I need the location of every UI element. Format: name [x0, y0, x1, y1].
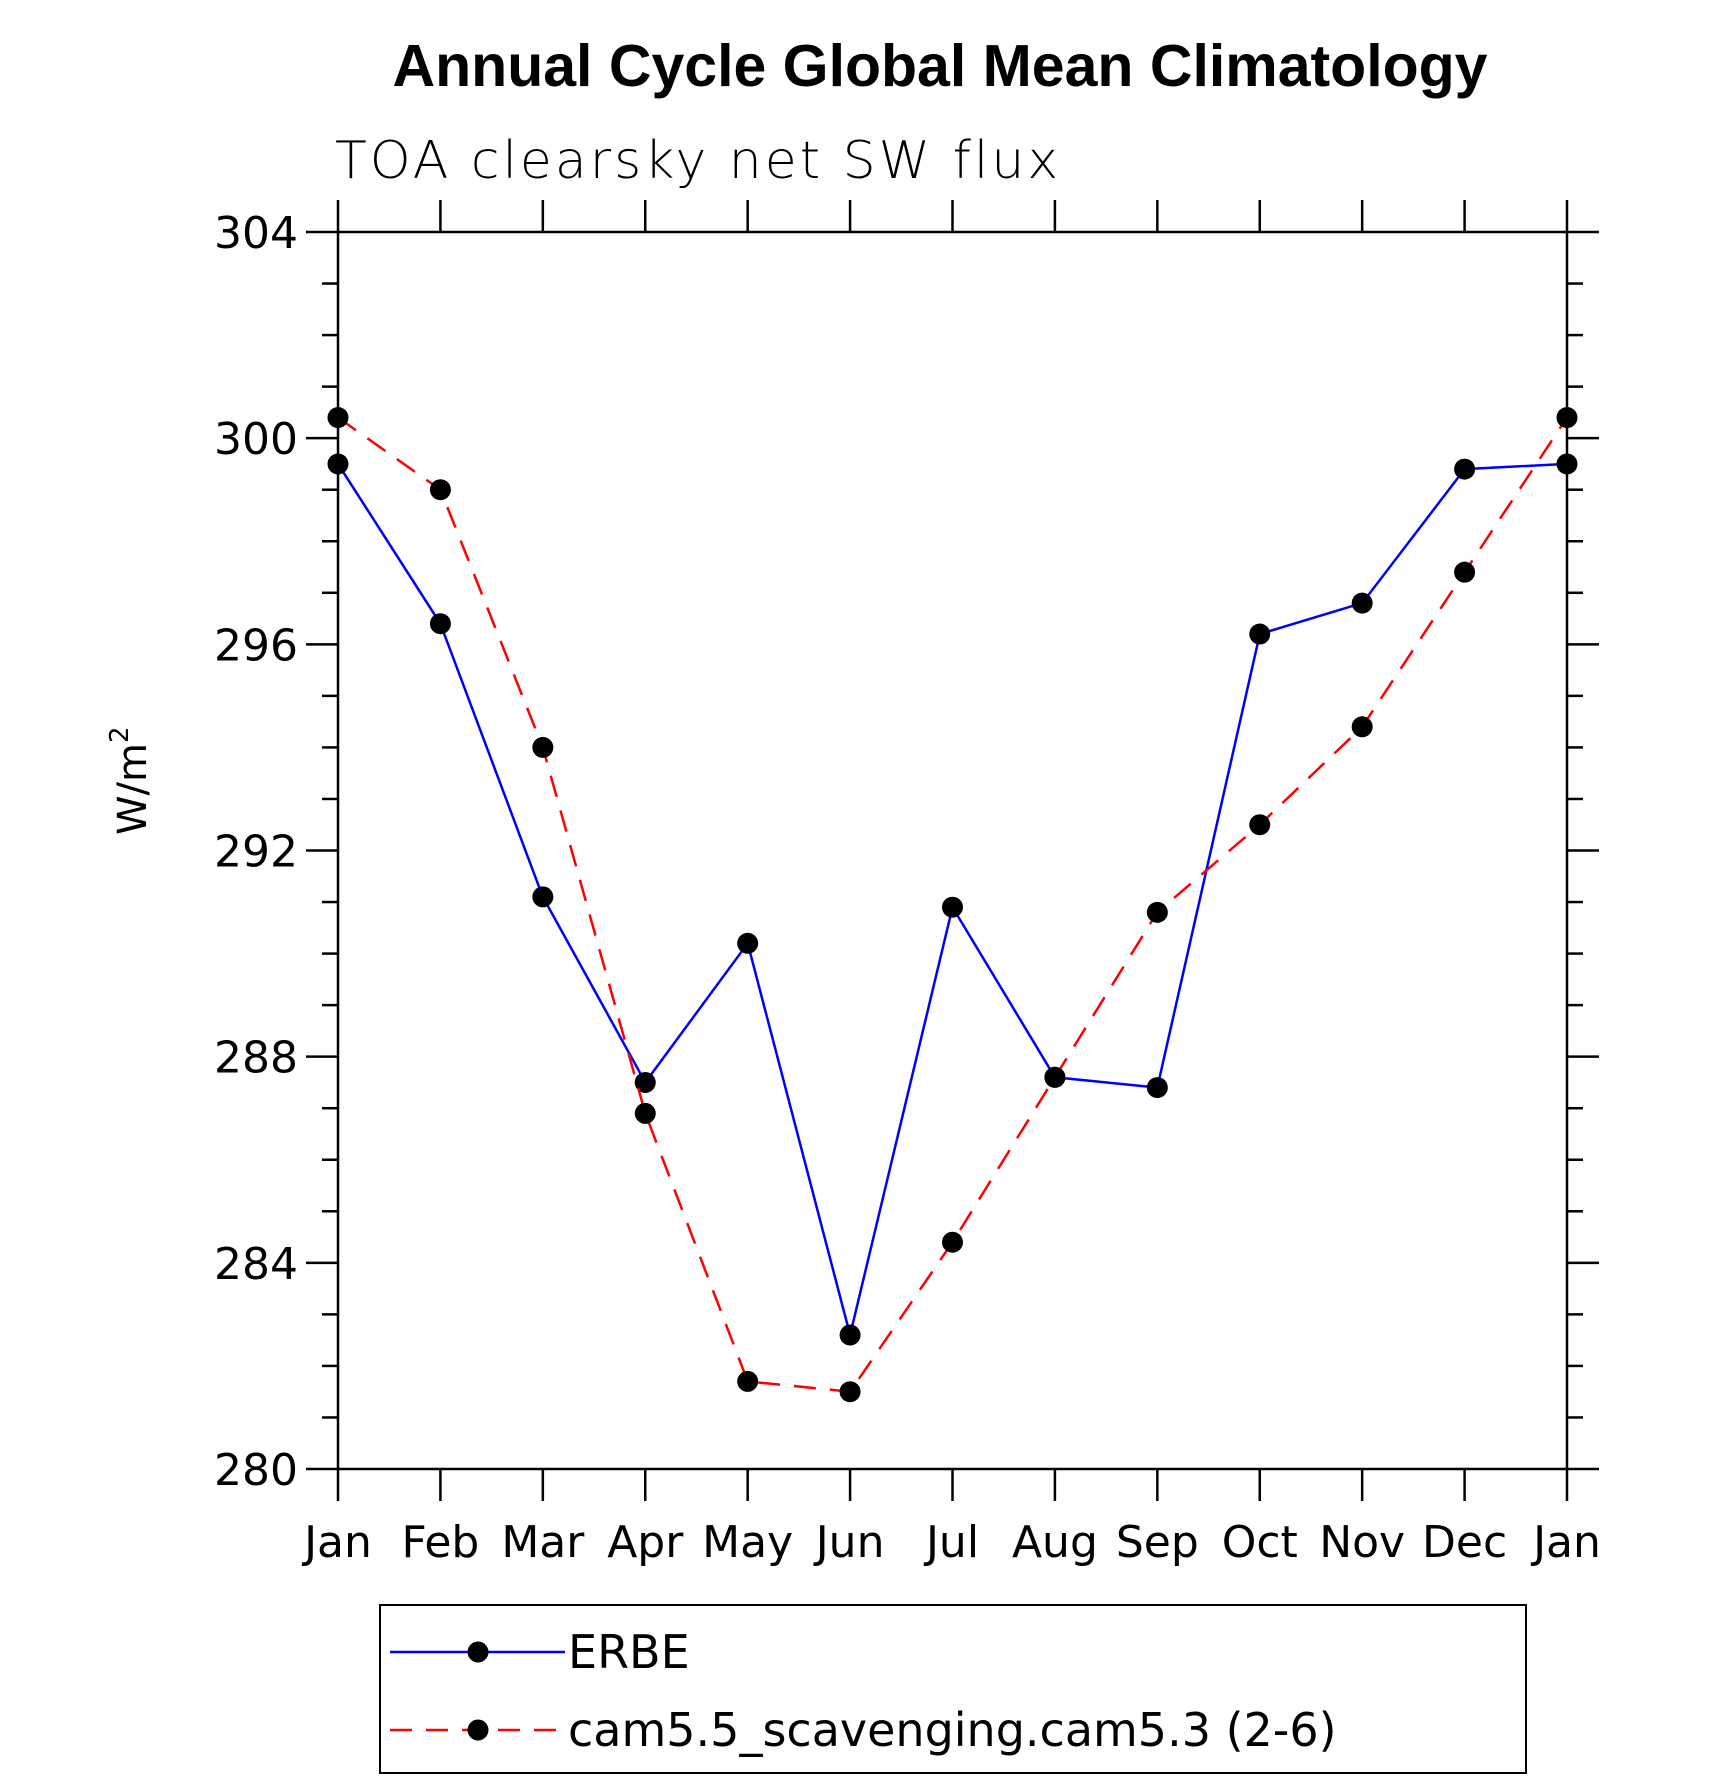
series-1 — [327, 453, 1578, 1346]
chart-subtitle: TOA clearsky net SW flux — [335, 131, 1061, 191]
data-point — [634, 1071, 656, 1093]
x-tick-label: Apr — [607, 1517, 684, 1568]
legend-box — [379, 1604, 1527, 1774]
x-tick-label: Nov — [1319, 1517, 1405, 1568]
plot-frame — [336, 230, 1569, 1471]
legend: ERBE cam5.5_scavenging.cam5.3 (2-6) — [379, 1604, 1527, 1774]
legend-swatch-marker — [467, 1641, 489, 1663]
chart-title: Annual Cycle Global Mean Climatology — [393, 33, 1488, 99]
data-point — [1556, 407, 1578, 429]
x-tick-label: May — [702, 1517, 793, 1568]
data-point — [327, 407, 349, 429]
legend-label: cam5.5_scavenging.cam5.3 (2-6) — [568, 1703, 1337, 1757]
y-tick-label: 296 — [214, 620, 298, 671]
y-tick-label: 292 — [214, 827, 298, 878]
data-point — [1351, 592, 1373, 614]
x-tick-label: Oct — [1222, 1517, 1298, 1568]
data-point — [942, 1231, 963, 1253]
data-point — [532, 886, 554, 908]
data-point — [1146, 901, 1168, 923]
x-tick-label: Jun — [813, 1517, 885, 1568]
x-tick-label: Mar — [501, 1517, 585, 1568]
data-point — [1454, 458, 1476, 480]
y-axis-label-text: W/m — [110, 743, 156, 835]
x-tick-label: Jan — [1530, 1517, 1601, 1568]
series-2 — [327, 407, 1578, 1403]
series-layer — [327, 407, 1578, 1403]
x-tick-label: Sep — [1116, 1517, 1199, 1568]
data-point — [737, 932, 759, 954]
data-point — [839, 1381, 861, 1403]
data-point — [1556, 453, 1578, 475]
data-point — [1044, 1066, 1066, 1088]
legend-label: ERBE — [568, 1625, 690, 1679]
data-point — [839, 1324, 861, 1346]
x-tick-label: Jan — [301, 1517, 372, 1568]
x-tick-label: Dec — [1422, 1517, 1507, 1568]
data-point — [1249, 623, 1271, 645]
data-point — [429, 613, 451, 635]
plot-axes: 280 284 288 292 296 300 304 Jan Feb Mar Apr May Jun J… — [214, 200, 1601, 1568]
y-axis-label: W/m2 — [105, 726, 156, 835]
data-point — [1146, 1077, 1168, 1099]
y-tick-label: 288 — [214, 1033, 298, 1084]
x-tick-label: Feb — [401, 1517, 479, 1568]
y-axis-label-superscript: 2 — [105, 726, 135, 743]
x-tick-label: Jul — [923, 1517, 979, 1568]
data-point — [532, 736, 554, 758]
data-point — [429, 479, 451, 501]
data-point — [942, 896, 963, 918]
data-point — [1249, 814, 1271, 836]
data-point — [1454, 561, 1476, 583]
data-point — [327, 453, 349, 475]
x-tick-label: Aug — [1012, 1517, 1098, 1568]
data-point — [1351, 716, 1373, 738]
legend-swatch-marker — [467, 1719, 489, 1741]
y-tick-label: 284 — [214, 1239, 298, 1290]
data-point — [634, 1102, 656, 1124]
y-tick-label: 280 — [214, 1445, 298, 1496]
y-tick-label: 304 — [214, 208, 298, 259]
data-point — [737, 1370, 759, 1392]
y-tick-label: 300 — [214, 414, 298, 465]
